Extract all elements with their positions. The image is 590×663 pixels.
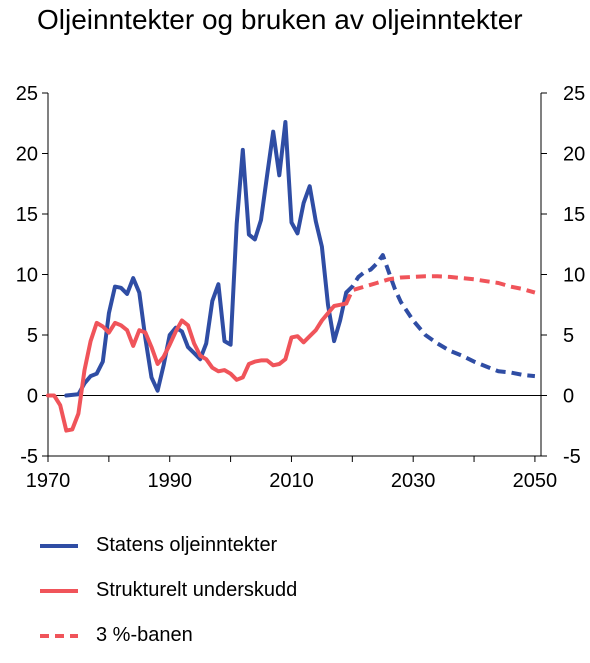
x-axis: 1970 1990 2010 2030 2050 xyxy=(26,395,558,492)
y-tick-label-right: 5 xyxy=(563,325,574,347)
chart: -5 0 5 10 15 20 25 -5 0 5 10 15 20 25 1970 1990 2010 20… xyxy=(16,83,586,492)
y-tick-label-left: 15 xyxy=(16,204,38,226)
legend-swatch-blue-solid xyxy=(40,544,78,548)
x-tick-label: 1970 xyxy=(26,470,71,492)
y-tick-label-left: 25 xyxy=(16,83,38,105)
series-line-red-solid xyxy=(46,301,349,433)
y-tick-label-right: 10 xyxy=(563,265,585,287)
chart-title: Oljeinntekter og bruken av oljeinntekter xyxy=(37,4,523,35)
y-tick-label-right: 25 xyxy=(563,83,585,105)
y-tick-label-left: 0 xyxy=(27,386,38,408)
x-tick-label: 2030 xyxy=(391,470,436,492)
legend-swatch-red-solid xyxy=(40,589,78,593)
legend-label: 3 %-banen xyxy=(96,624,193,646)
y-tick-label-right: 0 xyxy=(563,386,574,408)
x-tick-label: 1990 xyxy=(147,470,192,492)
y-tick-label-left: 10 xyxy=(16,265,38,287)
y-tick-label-left: 5 xyxy=(27,325,38,347)
series-group xyxy=(46,120,536,433)
x-tick-label: 2050 xyxy=(513,470,558,492)
y-tick-label-right: 15 xyxy=(563,204,585,226)
legend-label: Statens oljeinntekter xyxy=(96,534,278,556)
y-tick-label-left: -5 xyxy=(20,446,38,468)
y-tick-label-right: -5 xyxy=(563,446,581,468)
legend-label: Strukturelt underskudd xyxy=(96,579,298,601)
series-line-blue-solid xyxy=(64,120,349,398)
y-axis-right: -5 0 5 10 15 20 25 xyxy=(540,83,585,468)
y-tick-label-left: 20 xyxy=(16,144,38,166)
x-tick-label: 2010 xyxy=(269,470,314,492)
y-tick-label-right: 20 xyxy=(563,144,585,166)
series-line-red-dashed xyxy=(344,274,536,305)
series-line-blue-dashed xyxy=(344,253,536,379)
y-axis-left: -5 0 5 10 15 20 25 xyxy=(16,83,49,468)
legend-swatch-red-dashed xyxy=(40,634,78,638)
